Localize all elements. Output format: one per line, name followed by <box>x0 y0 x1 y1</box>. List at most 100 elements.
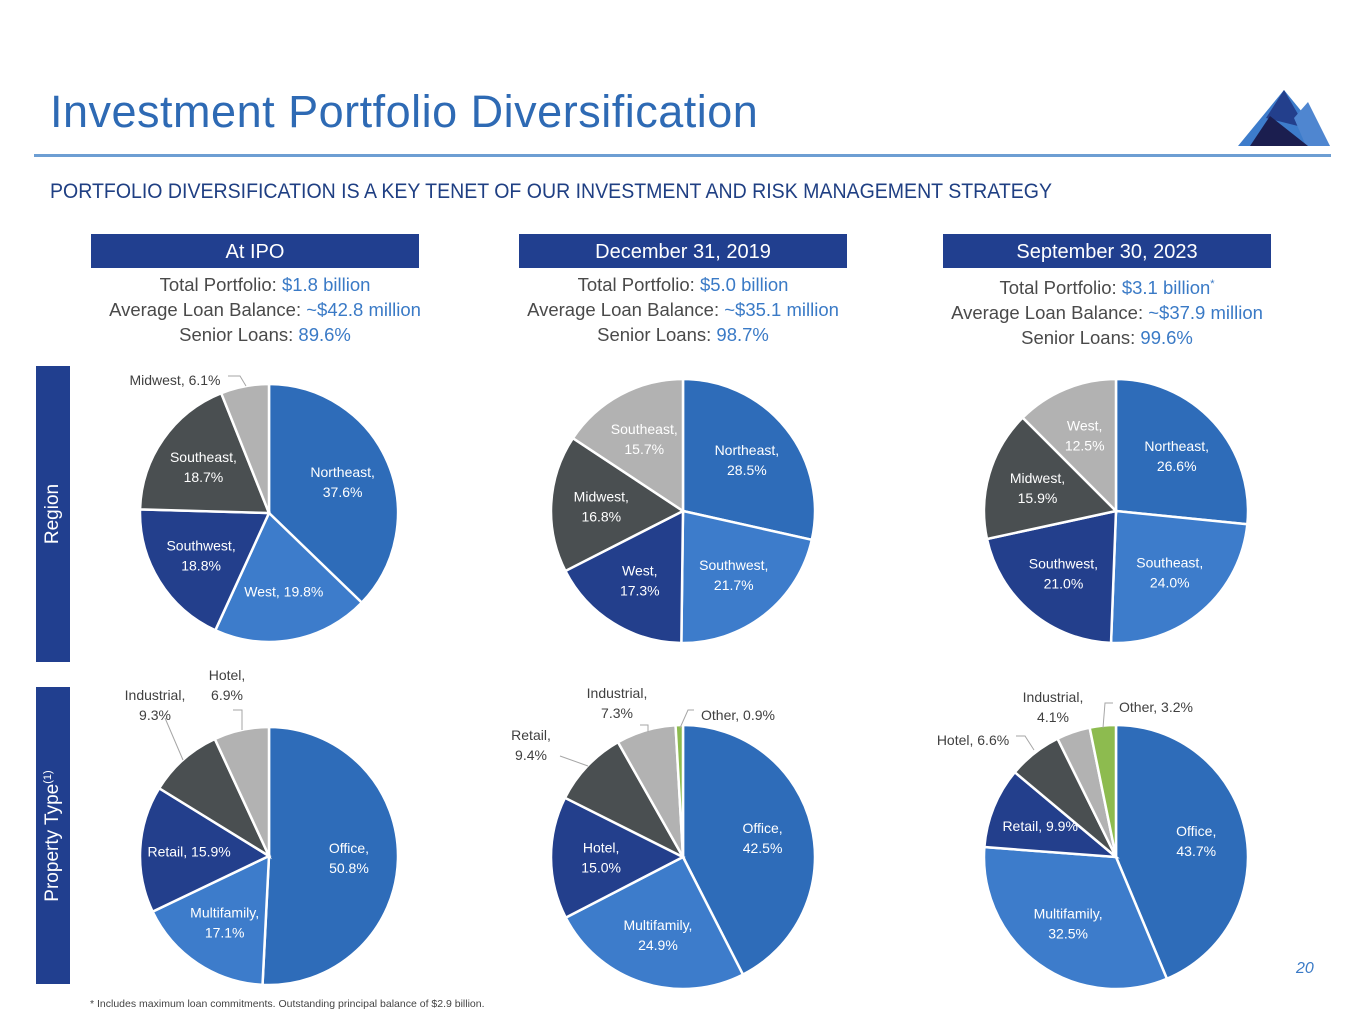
total-portfolio-value: $1.8 billion <box>281 274 371 295</box>
pie-label-office: Office, 42.5% <box>742 820 782 856</box>
pie-label-southwest: Southwest, 21.7% <box>699 557 768 593</box>
pie-chart-3: Northeast, 26.6% Southeast, 24.0% Southwest,… <box>982 377 1250 645</box>
pie-slice-retail <box>983 770 1120 859</box>
pie-label-southwest: Southwest, 18.8% <box>166 537 235 573</box>
pie-slice-southeast <box>571 377 685 514</box>
pie-label-midwest: Midwest, 6.1% <box>129 372 220 388</box>
pie-label-southwest: Southwest, 21.0% <box>1029 556 1098 592</box>
pie-slice-southwest <box>680 509 814 645</box>
pie-slice-multifamily <box>564 855 745 991</box>
pie-label-other: Other, 0.9% <box>701 707 775 723</box>
total-portfolio-label: Total Portfolio: <box>577 274 700 295</box>
pie-label-industrial: Industrial, 7.3% <box>587 685 648 721</box>
pie-label-west: West, 17.3% <box>620 563 660 599</box>
total-portfolio-value: $5.0 billion <box>699 274 789 295</box>
pie-label-retail: Retail, 15.9% <box>147 844 230 860</box>
pie-chart-4: Office, 50.8% Multifamily, 17.1% Retail, 15.… <box>125 667 400 987</box>
avg-loan-value: ~$35.1 million <box>724 299 839 320</box>
pie-label-multifamily: Multifamily, 32.5% <box>1034 905 1103 941</box>
row-label-region: Region <box>36 366 70 662</box>
pie-label-southeast: Southeast, 15.7% <box>611 421 678 457</box>
footnote: * Includes maximum loan commitments. Out… <box>90 998 485 1010</box>
total-portfolio-label: Total Portfolio: <box>999 277 1122 299</box>
leader-line <box>233 709 243 730</box>
pie-slice-west <box>1020 377 1118 515</box>
pie-slice-other <box>674 723 685 858</box>
pie-slice-northeast <box>1114 377 1250 526</box>
pie-slice-midwest <box>549 436 686 573</box>
footnote-marker: * <box>1210 278 1215 290</box>
pie-label-northeast: Northeast, 37.6% <box>310 464 375 500</box>
leader-line <box>1016 735 1035 751</box>
pie-slice-west <box>213 510 364 644</box>
senior-loans-label: Senior Loans: <box>179 324 299 345</box>
pie-label-multifamily: Multifamily, 24.9% <box>623 917 692 953</box>
senior-loans-value: 89.6% <box>298 324 351 345</box>
pie-label-west: West, 12.5% <box>1065 417 1105 453</box>
pie-slice-multifamily <box>982 845 1169 991</box>
page-number: 20 <box>1296 960 1314 977</box>
pie-label-west: West, 19.8% <box>244 584 323 600</box>
pie-chart-5: Office, 42.5% Multifamily, 24.9% Hotel, 15.0%… <box>511 685 817 991</box>
pie-label-hotel: Hotel, 6.9% <box>209 667 246 703</box>
stats-2019: Total Portfolio: $5.0 billion Average Lo… <box>473 272 893 347</box>
leader-line <box>559 755 589 767</box>
pie-label-southeast: Southeast, 18.7% <box>170 449 237 485</box>
pie-label-other: Other, 3.2% <box>1119 699 1193 715</box>
senior-loans-value: 98.7% <box>716 324 769 345</box>
pie-label-hotel: Hotel, 6.6% <box>937 732 1009 748</box>
pie-label-industrial: Industrial, 4.1% <box>1023 689 1084 725</box>
leader-line <box>1102 702 1113 729</box>
senior-loans-label: Senior Loans: <box>597 324 717 345</box>
pie-label-hotel: Hotel, 15.0% <box>581 840 621 876</box>
avg-loan-label: Average Loan Balance: <box>951 302 1149 324</box>
stats-ipo: Total Portfolio: $1.8 billion Average Lo… <box>55 272 475 347</box>
senior-loans-label: Senior Loans: <box>1021 327 1141 349</box>
page-title: Investment Portfolio Diversification <box>50 86 759 137</box>
column-heading-2019: December 31, 2019 <box>519 234 847 268</box>
title-divider <box>34 154 1331 157</box>
pie-label-southeast: Southeast, 24.0% <box>1136 555 1203 591</box>
pie-slice-multifamily <box>150 853 271 987</box>
pie-slice-office <box>261 725 400 987</box>
pie-chart-1: Northeast, 37.6% West, 19.8% Southwest, 18.8… <box>129 372 400 644</box>
pie-slice-office <box>681 723 817 977</box>
avg-loan-label: Average Loan Balance: <box>109 299 307 320</box>
pie-label-retail: Retail, 9.9% <box>1002 818 1077 834</box>
pie-slice-midwest <box>219 382 271 514</box>
stats-2023: Total Portfolio: $3.1 billion* Average L… <box>897 272 1317 350</box>
pie-slice-southeast <box>138 391 271 515</box>
pie-label-multifamily: Multifamily, 17.1% <box>190 905 259 941</box>
pie-slice-west <box>563 508 685 645</box>
pie-slice-northeast <box>267 382 400 605</box>
pie-slice-retail <box>138 786 272 914</box>
pie-label-office: Office, 50.8% <box>329 840 369 876</box>
pie-slice-hotel <box>213 725 271 857</box>
senior-loans-value: 99.6% <box>1140 327 1193 349</box>
pie-slice-hotel <box>549 796 686 920</box>
pie-label-midwest: Midwest, 15.9% <box>1010 470 1065 506</box>
pie-slice-southeast <box>1109 509 1249 645</box>
pie-label-midwest: Midwest, 16.8% <box>574 488 629 524</box>
avg-loan-value: ~$42.8 million <box>306 299 421 320</box>
pie-label-northeast: Northeast, 26.6% <box>1144 438 1209 474</box>
pie-chart-6: Office, 43.7% Multifamily, 32.5% Retail, 9.9… <box>937 689 1250 991</box>
pie-slice-office <box>1114 723 1250 981</box>
mountain-logo-icon <box>1238 90 1330 146</box>
leader-line <box>640 724 649 732</box>
row-label-property-type: Property Type(1) <box>36 687 70 984</box>
pie-slice-southwest <box>985 509 1118 645</box>
pie-slice-midwest <box>982 415 1119 541</box>
pie-slice-southwest <box>138 508 271 632</box>
pie-chart-2: Northeast, 28.5% Southwest, 21.7% West, 17.3%… <box>549 377 817 645</box>
pie-label-retail: Retail, 9.4% <box>511 727 551 763</box>
column-heading-2023: September 30, 2023 <box>943 234 1271 268</box>
leader-line <box>228 375 247 387</box>
total-portfolio-label: Total Portfolio: <box>159 274 282 295</box>
leader-line <box>679 709 694 729</box>
pie-label-office: Office, 43.7% <box>1176 823 1216 859</box>
column-heading-ipo: At IPO <box>91 234 419 268</box>
avg-loan-label: Average Loan Balance: <box>527 299 725 320</box>
avg-loan-value: ~$37.9 million <box>1148 302 1263 324</box>
